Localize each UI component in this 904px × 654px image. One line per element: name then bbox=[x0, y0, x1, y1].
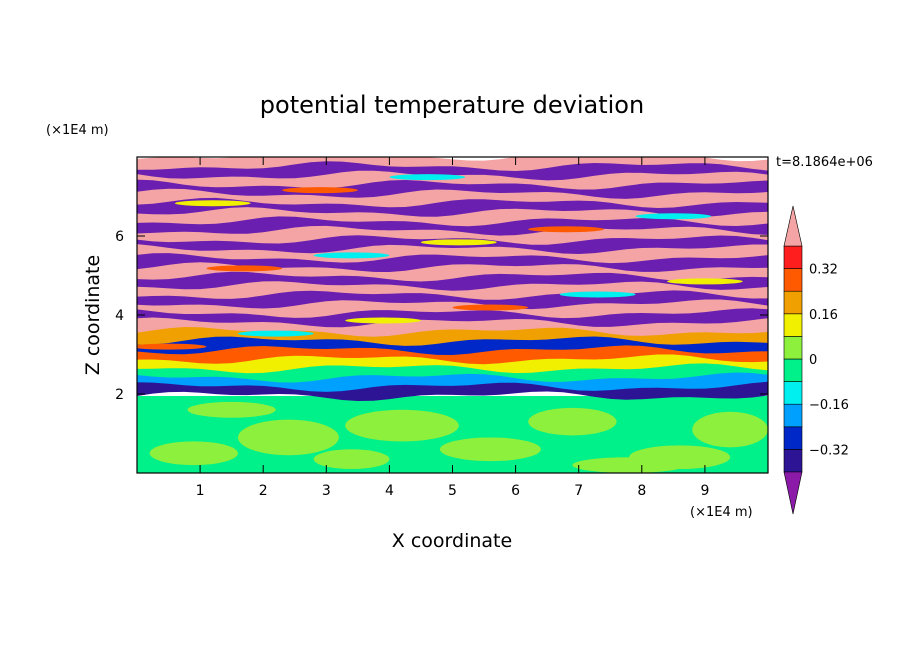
x-unit-label: (×1E4 m) bbox=[690, 505, 753, 520]
field-band bbox=[137, 160, 768, 181]
colorbar-label: 0.32 bbox=[809, 263, 838, 278]
lower-layer-blob bbox=[692, 411, 768, 448]
x-tick-label: 5 bbox=[448, 483, 457, 499]
time-label: t=8.1864e+06 bbox=[776, 155, 873, 170]
lower-layer-blob bbox=[313, 449, 390, 470]
field-streak bbox=[206, 265, 283, 272]
colorbar-swatch bbox=[783, 290, 803, 315]
field-band bbox=[137, 178, 768, 199]
field-band bbox=[137, 316, 768, 337]
field-streak bbox=[667, 278, 743, 285]
lower-layer-blob bbox=[528, 407, 617, 436]
x-tick-label: 9 bbox=[700, 483, 709, 499]
field-band bbox=[137, 225, 768, 245]
colorbar-swatch bbox=[783, 313, 803, 337]
lower-layer-blob bbox=[237, 419, 339, 456]
plot-area bbox=[137, 157, 768, 473]
field-band bbox=[137, 381, 768, 401]
field-band bbox=[137, 335, 768, 355]
axis-ticks: 1 2 3 4 5 6 7 8 9 2 4 6 bbox=[115, 157, 768, 499]
field-streak bbox=[389, 174, 466, 181]
lower-layer-blob bbox=[149, 441, 238, 466]
x-tick-label: 1 bbox=[196, 483, 205, 499]
colorbar-swatch bbox=[783, 268, 803, 292]
field-band bbox=[137, 298, 768, 319]
field-streak bbox=[635, 213, 712, 220]
colorbar-swatch bbox=[783, 245, 803, 269]
field-streak bbox=[313, 252, 390, 259]
colorbar-swatch bbox=[783, 381, 803, 405]
x-tick-label: 6 bbox=[511, 483, 520, 499]
x-tick-label: 8 bbox=[637, 483, 646, 499]
colorbar-label: 0 bbox=[809, 353, 817, 368]
colorbar: 0.32 0.16 0 −0.16 −0.32 bbox=[783, 205, 849, 515]
field-streak bbox=[420, 239, 497, 246]
field-streak bbox=[282, 187, 358, 194]
colorbar-swatch bbox=[783, 426, 803, 450]
field-band bbox=[137, 252, 768, 272]
x-tick-label: 7 bbox=[574, 483, 583, 499]
field-streak bbox=[137, 343, 207, 350]
colorbar-swatch bbox=[783, 336, 803, 360]
field-streak bbox=[237, 330, 314, 337]
colorbar-swatch bbox=[783, 358, 803, 382]
y-axis-label: Z coordinate bbox=[82, 255, 104, 375]
y-tick-label: 6 bbox=[115, 229, 124, 245]
field-band bbox=[137, 243, 768, 264]
y-unit-label: (×1E4 m) bbox=[46, 123, 109, 138]
lower-layer-blob bbox=[572, 457, 686, 473]
lower-layer-blob bbox=[187, 401, 276, 418]
y-tick-label: 4 bbox=[115, 308, 124, 324]
lower-layer-blob bbox=[345, 409, 459, 442]
field-band bbox=[137, 307, 768, 328]
colorbar-label: −0.16 bbox=[809, 398, 849, 413]
chart-title: potential temperature deviation bbox=[260, 91, 644, 119]
field-streak bbox=[345, 317, 421, 324]
y-tick-label: 2 bbox=[115, 387, 124, 403]
field-band bbox=[137, 187, 768, 208]
x-tick-label: 3 bbox=[322, 483, 331, 499]
field-streak bbox=[528, 226, 604, 233]
field-streak bbox=[452, 304, 529, 311]
colorbar-label: −0.32 bbox=[809, 443, 849, 458]
colorbar-top-arrow bbox=[783, 205, 803, 247]
colorbar-label: 0.16 bbox=[809, 308, 838, 323]
field-streak bbox=[559, 291, 636, 298]
field-band bbox=[137, 362, 768, 383]
field-band bbox=[137, 169, 768, 190]
x-tick-label: 4 bbox=[385, 483, 394, 499]
x-tick-label: 2 bbox=[259, 483, 268, 499]
colorbar-bottom-arrow bbox=[783, 471, 803, 515]
field-band bbox=[137, 261, 768, 282]
lower-layer-blob bbox=[439, 437, 541, 462]
field-band bbox=[137, 371, 768, 392]
colorbar-swatch bbox=[783, 449, 803, 473]
x-axis-label: X coordinate bbox=[392, 530, 512, 552]
field-streak bbox=[174, 200, 251, 207]
colorbar-swatch bbox=[783, 403, 803, 428]
